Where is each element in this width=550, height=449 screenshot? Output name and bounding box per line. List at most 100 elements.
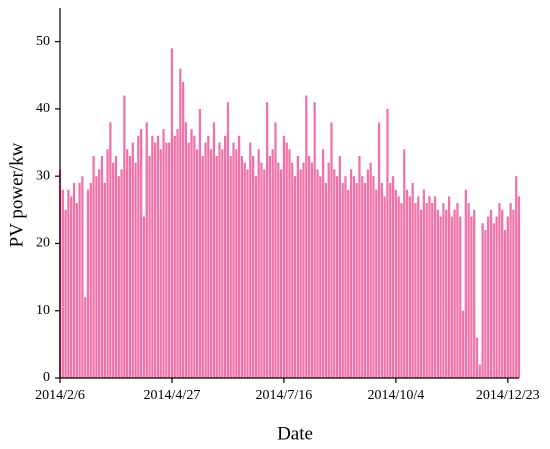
bar — [380, 182, 383, 378]
bar — [215, 156, 218, 378]
bar — [207, 135, 210, 378]
bar — [238, 135, 241, 378]
bar — [375, 189, 378, 378]
bar — [498, 203, 501, 378]
bar — [263, 169, 266, 378]
bar — [246, 169, 249, 378]
bar — [279, 169, 283, 378]
bar — [117, 176, 120, 378]
bar — [324, 182, 328, 378]
bar — [394, 189, 397, 378]
bar — [428, 196, 431, 378]
y-tick-label: 0 — [43, 370, 50, 385]
bar — [145, 122, 148, 378]
bar — [257, 149, 260, 378]
bar — [506, 216, 509, 378]
bar — [492, 223, 495, 378]
bar — [212, 122, 216, 378]
bar — [517, 196, 521, 378]
bar — [103, 182, 106, 378]
bar — [226, 102, 230, 378]
bar — [408, 196, 411, 378]
bar — [106, 149, 109, 378]
bar — [193, 135, 196, 378]
bar — [433, 196, 437, 378]
bar — [131, 142, 134, 378]
bar — [487, 216, 490, 378]
bar — [400, 203, 403, 378]
bar — [61, 189, 64, 378]
bar — [417, 196, 420, 378]
bar — [377, 122, 381, 378]
bar — [92, 156, 95, 378]
bar — [123, 95, 126, 379]
bar — [313, 102, 316, 378]
bar — [338, 156, 341, 378]
bar — [182, 82, 185, 378]
bar — [84, 297, 87, 378]
bar — [361, 176, 364, 378]
bar — [358, 156, 361, 378]
bar — [100, 156, 104, 378]
bar — [243, 162, 246, 378]
bar — [296, 156, 300, 378]
bar — [156, 135, 160, 378]
bar — [327, 162, 330, 378]
bar — [179, 68, 182, 378]
bar — [397, 196, 400, 378]
bar — [515, 176, 518, 378]
bar — [240, 156, 244, 378]
bar — [268, 156, 272, 378]
bar — [75, 203, 78, 378]
bar — [109, 122, 112, 378]
bar — [291, 162, 294, 378]
bar — [464, 189, 467, 378]
bar — [349, 169, 353, 378]
bar — [235, 149, 238, 378]
bar — [282, 135, 286, 378]
y-axis-label: PV power/kw — [6, 142, 27, 247]
bar — [456, 203, 459, 378]
bar — [137, 135, 140, 378]
bar — [112, 162, 115, 378]
bar — [201, 156, 204, 378]
bar — [260, 162, 263, 378]
bar — [369, 162, 372, 378]
bar — [168, 142, 171, 378]
bar — [459, 216, 462, 378]
x-tick-label: 2014/10/4 — [367, 388, 424, 403]
bar — [184, 122, 188, 378]
bar — [285, 142, 288, 378]
bar — [330, 122, 333, 378]
bar — [352, 176, 355, 378]
bar — [419, 209, 423, 378]
bar — [134, 162, 137, 378]
bar — [151, 135, 154, 378]
bar — [478, 364, 481, 378]
bar — [170, 48, 174, 378]
y-tick-label: 20 — [36, 236, 50, 251]
bar — [302, 162, 305, 378]
bar — [229, 156, 232, 378]
bar — [70, 196, 73, 378]
bar — [98, 169, 101, 378]
bar — [159, 149, 162, 378]
bar — [366, 169, 369, 378]
bar — [310, 162, 314, 378]
bar — [305, 95, 308, 379]
bar — [89, 182, 92, 378]
bar — [176, 129, 179, 378]
bar — [204, 142, 207, 378]
bar — [140, 129, 143, 378]
bar — [126, 149, 129, 378]
x-tick-label: 2014/2/6 — [35, 388, 85, 403]
bar — [453, 209, 456, 378]
bar — [299, 169, 302, 378]
bar — [481, 223, 484, 378]
bar — [81, 176, 84, 378]
bar — [436, 209, 439, 378]
bar — [473, 209, 476, 378]
bar — [78, 182, 81, 378]
bar — [391, 176, 395, 378]
bar — [232, 142, 235, 378]
